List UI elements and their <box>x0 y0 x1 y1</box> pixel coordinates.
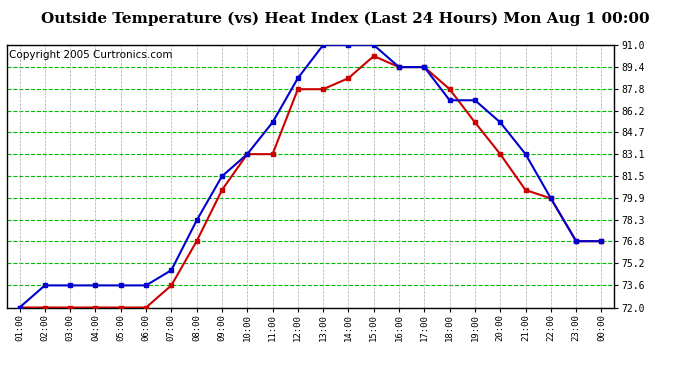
Text: Copyright 2005 Curtronics.com: Copyright 2005 Curtronics.com <box>9 50 172 60</box>
Text: Outside Temperature (vs) Heat Index (Last 24 Hours) Mon Aug 1 00:00: Outside Temperature (vs) Heat Index (Las… <box>41 11 649 26</box>
